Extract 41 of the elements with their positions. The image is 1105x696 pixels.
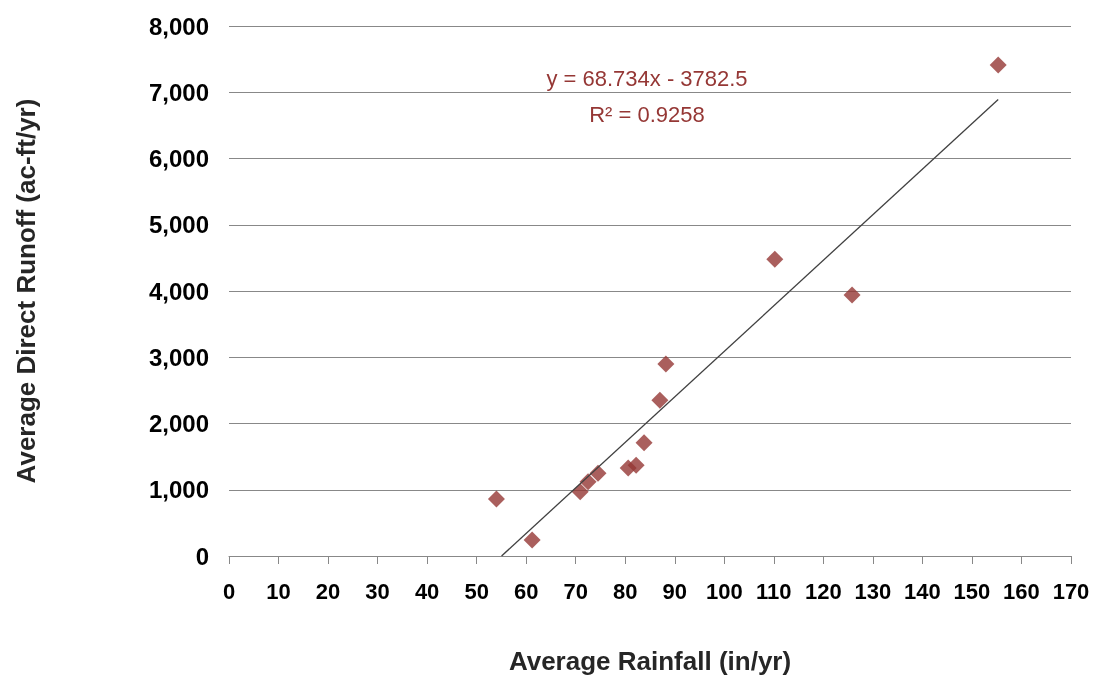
x-tick-label: 0 (222, 578, 236, 604)
point (766, 250, 784, 268)
y-tick-label: 2,000 (148, 410, 209, 437)
y-tick-label: 6,000 (148, 145, 209, 172)
y-tick-label: 0 (195, 542, 209, 570)
x-tick-label: 100 (705, 578, 743, 604)
point (571, 483, 589, 501)
x-tick-label: 140 (904, 578, 941, 604)
x-tick-label: 110 (756, 578, 792, 604)
x-tick-label: 10 (266, 578, 291, 604)
y-axis-title: Average Direct Runoff (ac-ft/yr) (11, 98, 41, 484)
point (487, 490, 505, 508)
x-tick-label: 40 (414, 578, 440, 604)
x-tick-label: 50 (464, 578, 489, 604)
y-tick-label: 4,000 (148, 277, 209, 305)
x-tick-label: 130 (854, 578, 892, 604)
x-tick-label: 160 (1003, 578, 1040, 604)
y-tick-label: 7,000 (148, 78, 209, 106)
y-tick-label: 1,000 (148, 476, 209, 504)
point (635, 434, 653, 452)
y-tick-label: 5,000 (148, 211, 209, 239)
x-tick-label: 170 (1052, 578, 1090, 604)
x-axis-title: Average Rainfall (in/yr) (508, 646, 792, 676)
point (843, 286, 861, 304)
point (657, 355, 675, 373)
y-tick-label: 8,000 (148, 12, 209, 40)
x-tick-label: 120 (804, 578, 842, 604)
x-tick-label: 150 (953, 578, 991, 604)
point (627, 456, 645, 474)
x-tick-label: 20 (315, 578, 341, 604)
x-tick-label: 90 (662, 578, 688, 604)
x-tick-label: 30 (365, 578, 390, 604)
x-tick-label: 70 (563, 578, 588, 604)
x-tick-label: 80 (612, 578, 638, 604)
annotation: R² = 0.9258 (589, 101, 705, 127)
point (523, 531, 541, 549)
annotation: y = 68.734x - 3782.5 (546, 65, 748, 91)
point (989, 56, 1007, 74)
point (651, 391, 669, 409)
y-tick-label: 3,000 (148, 343, 209, 371)
x-tick-label: 60 (513, 578, 539, 604)
